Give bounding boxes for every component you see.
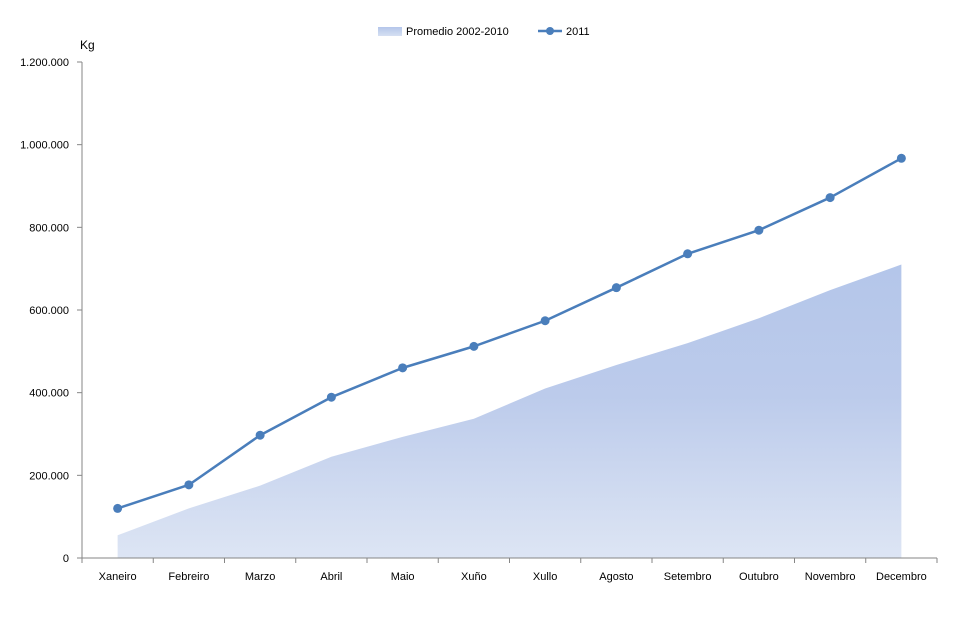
- point-2011: [326, 392, 336, 402]
- legend-label-2011: 2011: [566, 26, 590, 38]
- line-2011: [117, 157, 902, 510]
- point-2011: [754, 225, 764, 235]
- y-tick-label: 0: [63, 553, 69, 565]
- point-2011: [896, 153, 906, 163]
- x-tick-label: Febreiro: [168, 571, 209, 583]
- x-tick-label: Xullo: [533, 571, 557, 583]
- line-series: [113, 153, 906, 513]
- y-tick-label: 800.000: [29, 222, 69, 234]
- y-tick-label: 600.000: [29, 305, 69, 317]
- y-tick-label: 1.000.000: [20, 140, 69, 152]
- x-tick-label: Xaneiro: [99, 571, 137, 583]
- area-fill-promedio: [117, 264, 902, 558]
- x-tick-label: Abril: [320, 571, 342, 583]
- point-2011: [255, 430, 265, 440]
- point-2011: [825, 193, 835, 203]
- x-tick-label: Agosto: [599, 571, 633, 583]
- x-tick-label: Setembro: [664, 571, 712, 583]
- point-2011: [184, 480, 194, 490]
- x-tick-label: Decembro: [876, 571, 927, 583]
- point-2011: [398, 363, 408, 373]
- point-2011: [469, 341, 479, 351]
- legend-swatch-marker: [546, 27, 554, 35]
- y-tick-labels: 0 200.000 400.000 600.000 800.000 1.000.000 1.…: [20, 57, 69, 565]
- x-tick-label: Xuño: [461, 571, 487, 583]
- legend-label-promedio: Promedio 2002-2010: [406, 26, 509, 38]
- point-2011: [540, 316, 550, 326]
- y-tick-label: 400.000: [29, 388, 69, 400]
- y-axis-title: Kg: [80, 38, 95, 52]
- legend-swatch-area: [378, 27, 402, 36]
- y-tick-label: 1.200.000: [20, 57, 69, 69]
- point-2011: [113, 503, 123, 513]
- x-tick-label: Novembro: [805, 571, 856, 583]
- x-tick-label: Marzo: [245, 571, 276, 583]
- point-2011: [683, 249, 693, 259]
- x-tick-label: Outubro: [739, 571, 779, 583]
- legend: Promedio 2002-2010 2011: [378, 26, 590, 38]
- point-2011: [611, 283, 621, 293]
- y-tick-label: 200.000: [29, 470, 69, 482]
- x-tick-labels: Xaneiro Febreiro Marzo Abril Maio Xuño Xullo Ag…: [99, 571, 927, 583]
- axes: [77, 61, 938, 563]
- area-series: [117, 264, 902, 558]
- x-tick-label: Maio: [391, 571, 415, 583]
